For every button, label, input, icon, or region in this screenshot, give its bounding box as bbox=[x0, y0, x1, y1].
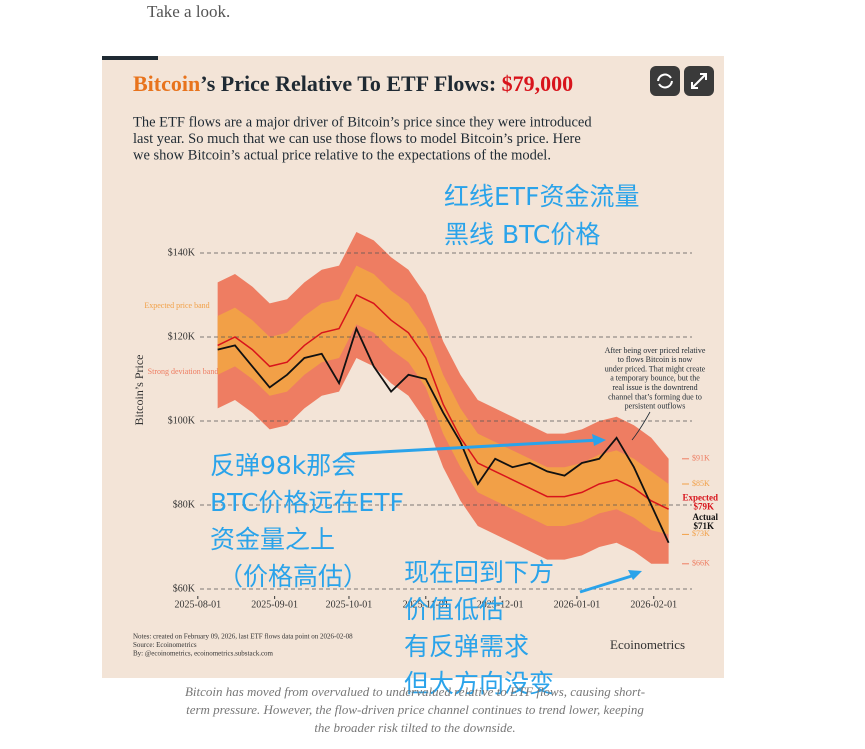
title-highlight: Bitcoin bbox=[133, 71, 200, 96]
note-line: Notes: created on February 09, 2026, las… bbox=[133, 633, 353, 641]
overlay-text: 现在回到下方 bbox=[404, 558, 554, 587]
toolbar bbox=[650, 66, 714, 96]
x-tick-label: 2025-09-01 bbox=[251, 599, 298, 610]
caption-line: Bitcoin has moved from overvalued to und… bbox=[185, 684, 645, 699]
title-price: $79,000 bbox=[502, 71, 574, 96]
legend-label: Expected price band bbox=[144, 301, 209, 310]
x-tick-label: 2025-10-01 bbox=[326, 599, 373, 610]
overlay-text: 有反弹需求 bbox=[404, 632, 529, 661]
y-tick-label: $120K bbox=[168, 331, 196, 342]
x-tick-label: 2026-01-01 bbox=[554, 599, 601, 610]
annotation-line: After being over priced relative bbox=[605, 346, 706, 355]
value-label: $79K bbox=[693, 501, 714, 511]
annotation-line: to flows Bitcoin is now bbox=[618, 355, 693, 364]
overlay-text: 红线ETF资金流量 bbox=[444, 182, 639, 211]
y-tick-label: $100K bbox=[168, 415, 196, 426]
y-tick-label: $60K bbox=[173, 583, 196, 594]
legend-label: Strong deviation band bbox=[148, 367, 219, 376]
chart-title: Bitcoin’s Price Relative To ETF Flows: $… bbox=[133, 71, 573, 96]
expand-icon bbox=[691, 73, 707, 89]
y-axis-label: Bitcoin’s Price bbox=[132, 355, 146, 426]
title-main: ’s Price Relative To ETF Flows: bbox=[200, 71, 501, 96]
annotation-line: under priced. That might create bbox=[605, 364, 706, 373]
plot: $91K $66K $85K $73K $60K $80K $100K $120K $140K 2… bbox=[133, 232, 718, 658]
annotation-line: real issue is the downtrend bbox=[612, 383, 697, 392]
band-end-label: $91K bbox=[692, 454, 710, 463]
overlay-text: BTC价格远在ETF bbox=[210, 488, 404, 517]
annotation-line: persistent outflows bbox=[625, 402, 686, 411]
series-name: Expected bbox=[683, 492, 719, 502]
overlay-text: 价值低估 bbox=[404, 595, 504, 624]
line bbox=[217, 294, 669, 510]
annotation-line: channel that’s forming due to bbox=[608, 392, 702, 401]
caption-line: term pressure. However, the flow-driven … bbox=[186, 702, 644, 717]
x-tick-label: 2025-12-01 bbox=[477, 599, 524, 610]
series-name: Actual bbox=[693, 512, 719, 522]
y-tick-label: $140K bbox=[168, 247, 196, 258]
refresh-button[interactable] bbox=[650, 66, 680, 96]
line bbox=[217, 326, 670, 544]
overlay-text: 但大方向没变 bbox=[404, 669, 554, 698]
accent-bar bbox=[102, 56, 158, 60]
overlay-text: 反弹98k那会 bbox=[210, 451, 356, 480]
subtitle-line: The ETF flows are a major driver of Bitc… bbox=[133, 114, 592, 130]
x-tick-label: 2025-11-01 bbox=[403, 599, 449, 610]
intro: Take a look. bbox=[147, 2, 230, 21]
x-tick-label: 2026-02-01 bbox=[630, 599, 677, 610]
caption-line: the broader risk tilted to the downside. bbox=[314, 720, 515, 735]
subtitle-line: we show Bitcoin’s actual price relative … bbox=[133, 147, 551, 163]
overlay-text: （价格高估） bbox=[218, 562, 368, 591]
band-end-label: $85K bbox=[692, 479, 710, 488]
band-end-label: $73K bbox=[692, 529, 710, 538]
annotation-arrow bbox=[631, 411, 651, 441]
y-tick-label: $80K bbox=[173, 499, 196, 510]
overlay-text: 资金量之上 bbox=[210, 525, 335, 554]
x-tick-label: 2025-08-01 bbox=[174, 599, 221, 610]
refresh-icon bbox=[657, 73, 673, 89]
band bbox=[217, 265, 669, 535]
arrow-lines bbox=[344, 438, 636, 594]
subtitle-line: last year. So much that we can use those… bbox=[133, 131, 581, 147]
annotation-line: a temporary bounce, but the bbox=[610, 374, 700, 383]
brand: Ecoinometrics bbox=[610, 637, 685, 652]
note-line: Source: Ecoinometrics bbox=[133, 641, 197, 649]
overlay-text: 黑线 BTC价格 bbox=[444, 220, 600, 249]
band-end-label: $66K bbox=[692, 559, 710, 568]
value-label: $71K bbox=[693, 521, 714, 531]
note-line: By: @ecoinometrics, ecoinometrics.substa… bbox=[133, 650, 274, 658]
